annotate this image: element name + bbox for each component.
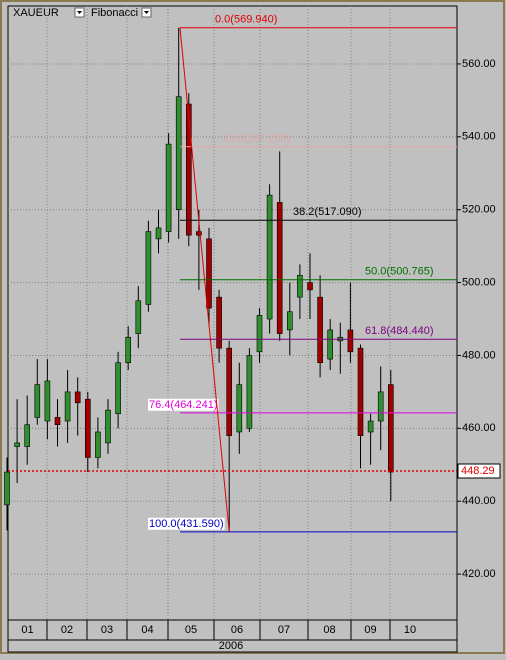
candle-body: [34, 384, 41, 418]
y-tick-label: 480.00: [462, 349, 496, 361]
candle-body: [256, 315, 263, 353]
fib-label: 50.0(500.765): [365, 266, 434, 278]
candle-body: [276, 202, 283, 334]
x-tick-label: 05: [185, 624, 197, 636]
x-tick-label: 01: [21, 624, 33, 636]
x-tick-label: 10: [404, 624, 416, 636]
y-tick-label: 500.00: [462, 276, 496, 288]
candle-body: [74, 391, 81, 404]
candle-body: [297, 274, 303, 298]
x-tick-label: 02: [61, 624, 73, 636]
candle-body: [4, 471, 10, 506]
fib-label: 76.4(464.241): [149, 399, 218, 411]
candle-body: [216, 296, 222, 349]
x-tick-label: 04: [141, 624, 153, 636]
x-tick-label: 03: [101, 624, 113, 636]
candle-body: [105, 409, 111, 444]
candle-body: [85, 398, 91, 458]
y-tick-label: 520.00: [462, 204, 496, 216]
candle-body: [165, 143, 172, 232]
candle-body: [125, 336, 131, 364]
last-price-label: 448.29: [461, 465, 495, 477]
candle-body: [286, 311, 293, 331]
fib-label-bg: [148, 398, 219, 411]
fib-label: 61.8(484.440): [365, 325, 434, 337]
candle-body: [44, 380, 51, 422]
x-tick-label: 09: [364, 624, 376, 636]
candle-body: [145, 231, 152, 305]
fib-label: 0.0(569.940): [215, 14, 277, 26]
candle-body: [54, 417, 61, 425]
x-tick-label: 08: [323, 624, 335, 636]
y-tick-label: 460.00: [462, 422, 496, 434]
candle-body: [367, 420, 374, 433]
candle-body: [206, 238, 212, 309]
candle-body: [236, 384, 243, 433]
x-tick-label: 07: [278, 624, 290, 636]
indicator[interactable]: Fibonacci: [91, 7, 138, 19]
candle-body: [377, 391, 384, 422]
year-label: 2006: [219, 640, 243, 652]
candle-body: [357, 347, 364, 436]
candle-body: [387, 384, 394, 473]
fib-label-bg: [148, 517, 225, 530]
dropdown-arrow: [77, 11, 82, 14]
y-tick-label: 420.00: [462, 568, 496, 580]
candle-body: [347, 329, 354, 353]
fib-trend-line: [179, 27, 230, 532]
candle-body: [64, 391, 71, 422]
fib-label: 38.2(517.090): [293, 206, 362, 218]
candle-body: [246, 355, 253, 429]
fib-label: 23.6(537.289): [222, 133, 291, 145]
candle-body: [317, 296, 323, 364]
candle-body: [155, 227, 162, 240]
plot-area: [7, 5, 458, 621]
candle-body: [186, 103, 192, 236]
dropdown-arrow: [144, 11, 149, 14]
symbol[interactable]: XAUEUR: [13, 7, 59, 19]
candle-body: [266, 194, 273, 320]
candle-body: [196, 231, 202, 236]
last-price-box: [457, 463, 501, 479]
candle-body: [226, 347, 232, 436]
candle-body: [327, 329, 334, 360]
candle-body: [135, 300, 142, 334]
y-tick-label: 440.00: [462, 495, 496, 507]
candle-body: [175, 96, 182, 210]
fib-label: 100.0(431.590): [149, 518, 224, 530]
candle-body: [24, 424, 31, 447]
candle-body: [115, 362, 121, 415]
candle-body: [14, 442, 20, 447]
year-area: [7, 639, 458, 653]
candle-body: [307, 282, 313, 291]
y-tick-label: 540.00: [462, 131, 496, 143]
candle-body: [95, 431, 101, 458]
y-tick-label: 560.00: [462, 58, 496, 70]
x-tick-label: 06: [231, 624, 243, 636]
